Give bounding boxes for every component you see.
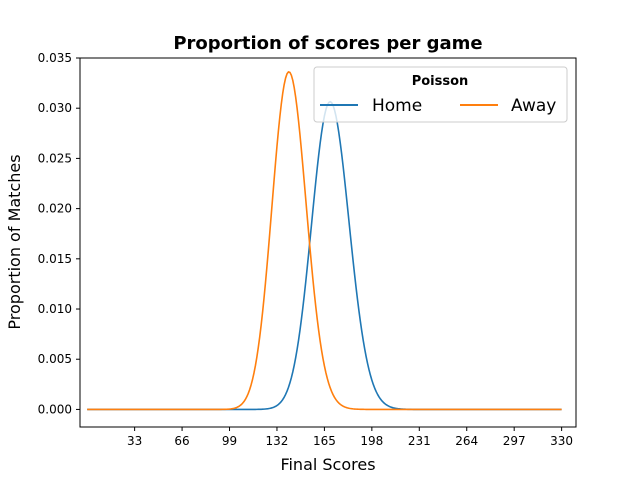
x-tick-label: 198	[360, 434, 383, 448]
y-tick-label: 0.030	[38, 101, 72, 115]
legend-label-away: Away	[511, 96, 556, 116]
chart-title: Proportion of scores per game	[173, 33, 482, 54]
y-axis-label: Proportion of Matches	[5, 154, 24, 329]
x-tick-label: 165	[313, 434, 336, 448]
x-tick-label: 66	[174, 434, 189, 448]
legend-title: Poisson	[412, 74, 469, 89]
y-tick-label: 0.020	[38, 202, 72, 216]
x-tick-label: 33	[127, 434, 142, 448]
x-axis-ticks: 33 66 99 132 165 198 231 264 297 330	[127, 427, 573, 448]
x-tick-label: 264	[455, 434, 478, 448]
legend-label-home: Home	[372, 96, 422, 116]
x-tick-label: 297	[503, 434, 526, 448]
x-tick-label: 99	[222, 434, 237, 448]
y-tick-label: 0.005	[38, 352, 72, 366]
x-tick-label: 330	[550, 434, 573, 448]
y-tick-label: 0.015	[38, 252, 72, 266]
y-tick-label: 0.010	[38, 302, 72, 316]
y-axis-ticks: 0.000 0.005 0.010 0.015 0.020 0.025 0.030 0.035	[38, 51, 80, 416]
y-tick-label: 0.035	[38, 51, 72, 65]
x-axis-label: Final Scores	[280, 455, 375, 474]
legend: Poisson Home Away	[314, 67, 567, 122]
x-tick-label: 132	[266, 434, 289, 448]
y-tick-label: 0.025	[38, 151, 72, 165]
x-tick-label: 231	[408, 434, 431, 448]
y-tick-label: 0.000	[38, 402, 72, 416]
